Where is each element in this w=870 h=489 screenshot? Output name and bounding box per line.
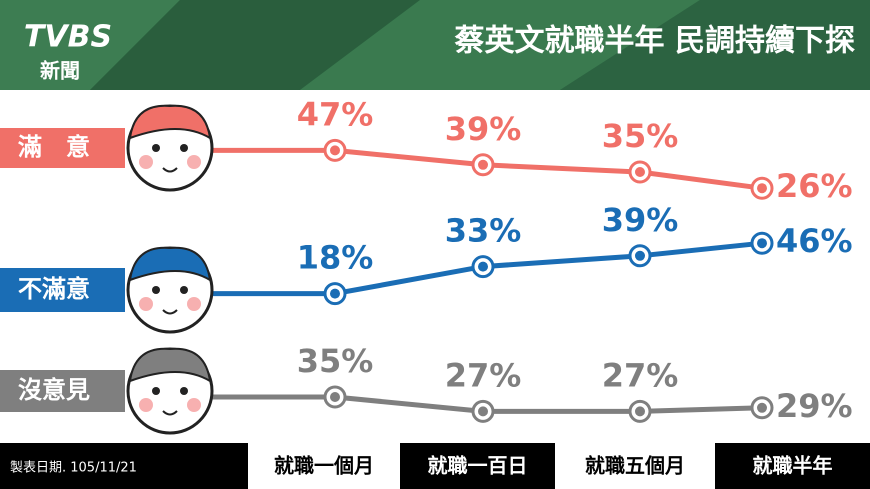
point-inner (478, 261, 488, 272)
point-inner (330, 392, 340, 402)
x-tick-label: 就職半年 (753, 454, 833, 478)
data-label: 39% (445, 110, 522, 148)
logo-sub: 新聞 (40, 59, 80, 83)
eye (152, 387, 160, 395)
data-label: 39% (602, 201, 679, 239)
series-line (334, 394, 763, 414)
data-label: 35% (602, 117, 679, 155)
cheek (187, 155, 201, 169)
point-inner (330, 288, 340, 299)
series-line (334, 147, 763, 191)
point-inner (330, 145, 340, 156)
legend-label: 沒意見 (18, 376, 90, 404)
hair (128, 246, 212, 282)
series-label-box (0, 370, 125, 412)
category-box (248, 443, 400, 489)
hair (128, 347, 212, 383)
logo: TVBS (24, 20, 112, 55)
eye (180, 144, 188, 152)
series-label-box (0, 268, 125, 312)
eye (152, 286, 160, 294)
series-line (334, 240, 763, 297)
x-tick-label: 就職一百日 (428, 454, 528, 478)
data-label: 47% (297, 95, 374, 133)
point-inner (757, 183, 767, 194)
mouth (162, 309, 178, 315)
cheek (139, 297, 153, 311)
data-label: 33% (445, 212, 522, 250)
point-inner (478, 159, 488, 170)
category-box (715, 443, 870, 489)
data-label: 27% (602, 356, 679, 394)
legend-label: 滿 意 (18, 133, 90, 161)
point-inner (478, 406, 488, 417)
series-label-box (0, 128, 125, 168)
category-box (400, 443, 555, 489)
x-tick-label: 就職五個月 (585, 454, 685, 478)
data-label: 29% (776, 387, 853, 425)
category-box (555, 443, 715, 489)
data-label: 27% (445, 356, 522, 394)
data-label: 26% (776, 167, 853, 205)
data-label: 46% (776, 222, 853, 260)
point-inner (757, 402, 767, 413)
chart-title: 蔡英文就職半年 民調持續下探 (455, 24, 855, 59)
x-tick-label: 就職一個月 (274, 454, 374, 478)
hair (128, 104, 212, 140)
cheek (187, 297, 201, 311)
point-inner (757, 238, 767, 249)
data-label: 18% (297, 239, 374, 277)
cheek (139, 155, 153, 169)
cheek (139, 398, 153, 412)
point-inner (635, 250, 645, 261)
eye (180, 286, 188, 294)
eye (180, 387, 188, 395)
point-inner (635, 167, 645, 177)
header (0, 0, 870, 100)
cheek (187, 398, 201, 412)
eye (152, 144, 160, 152)
legend-label: 不滿意 (18, 275, 90, 303)
mouth (162, 410, 178, 416)
mouth (162, 167, 178, 173)
point-inner (635, 406, 645, 417)
data-label: 35% (297, 342, 374, 380)
source: 製表日期. 105/11/21 (10, 461, 137, 476)
